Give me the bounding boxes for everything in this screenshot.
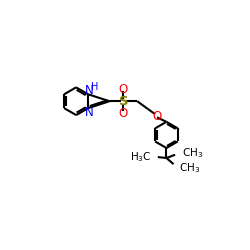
Text: O: O [152, 110, 161, 123]
Text: N: N [85, 106, 94, 119]
Text: N: N [85, 84, 94, 96]
Text: O: O [119, 107, 128, 120]
Text: CH$_3$: CH$_3$ [182, 146, 203, 160]
Text: H$_3$C: H$_3$C [130, 150, 152, 164]
Text: O: O [119, 82, 128, 96]
Text: H: H [91, 82, 98, 92]
Text: CH$_3$: CH$_3$ [179, 161, 200, 174]
Text: S: S [118, 95, 128, 108]
